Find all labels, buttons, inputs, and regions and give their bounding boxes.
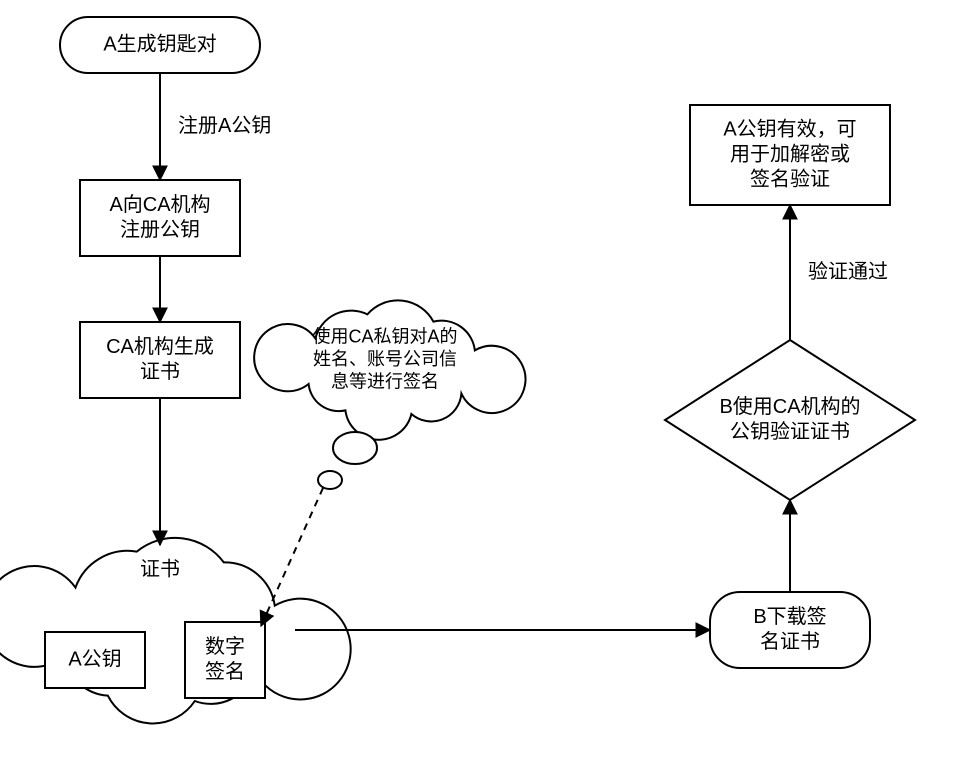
label-a-register-ca: A向CA机构	[109, 193, 210, 216]
label-ca-generate-cert: 证书	[140, 360, 180, 383]
label-a-pubkey-valid: A公钥有效，可	[723, 117, 856, 140]
label-a-pubkey-valid: 用于加解密或	[730, 142, 850, 165]
edge-label-register-a-pubkey: 注册A公钥	[178, 114, 271, 137]
label-a-register-ca: 注册公钥	[120, 218, 200, 241]
label-ca-generate-cert: CA机构生成	[106, 335, 214, 358]
label-cert-signature: 数字	[205, 635, 245, 658]
label-a-generate-keypair: A生成钥匙对	[103, 32, 216, 55]
label-a-pubkey-valid: 签名验证	[750, 167, 830, 190]
label-thought-ca-sign: 使用CA私钥对A的	[312, 326, 457, 346]
label-cert-a-pubkey: A公钥	[68, 647, 121, 670]
thought-bubble-2	[318, 471, 342, 489]
label-cert-signature: 签名	[205, 660, 245, 683]
node-thought-ca-sign	[254, 300, 525, 439]
edge-label-verify-pass: 验证通过	[808, 260, 888, 283]
label-cert-cloud: 证书	[140, 557, 180, 580]
label-b-verify-cert: B使用CA机构的	[719, 395, 860, 418]
label-thought-ca-sign: 息等进行签名	[331, 371, 439, 391]
label-b-download-cert: 名证书	[760, 630, 820, 653]
label-b-verify-cert: 公钥验证证书	[730, 420, 850, 443]
label-thought-ca-sign: 姓名、账号公司信	[313, 349, 457, 369]
label-b-download-cert: B下载签	[753, 605, 826, 628]
thought-bubble-1	[333, 432, 377, 464]
